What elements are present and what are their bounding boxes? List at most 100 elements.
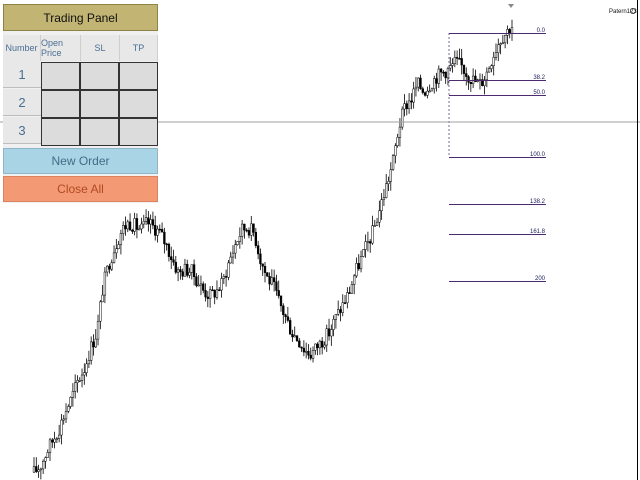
candle-body [85,363,88,373]
candle-body [46,452,49,458]
candle-body [455,57,459,59]
candle-body [433,78,436,90]
candle-body [183,263,187,277]
row-3-tp[interactable] [119,118,158,146]
candle-body [343,302,347,304]
candle-body [181,271,184,277]
candle-body [428,90,431,93]
candle-body [245,229,248,232]
candle-body [55,438,59,440]
candle-body [122,225,125,234]
candle-body [330,329,333,337]
row-2-sl[interactable] [80,90,119,118]
candle-body [506,29,509,36]
candle-body [387,181,390,184]
candle-body [348,292,351,294]
candle-body [364,241,367,250]
header-open-price: Open Price [41,35,81,61]
candles [32,19,514,480]
candle-body [458,58,461,60]
candle-body [490,65,493,69]
candle-body [337,309,340,315]
candle-body [259,253,262,265]
new-order-button[interactable]: New Order [3,148,158,174]
candle-body [135,218,139,230]
candle-body [261,263,264,267]
row-2-open-price[interactable] [41,90,80,118]
candle-body [298,340,301,348]
candle-body [234,244,237,254]
candle-body [321,340,324,348]
candle-body [469,81,472,85]
candle-body [39,468,43,471]
candle-body [462,64,466,74]
candle-body [385,183,388,198]
candle-body [240,223,244,237]
candle-body [284,314,287,317]
candle-body [222,276,225,279]
candle-body [199,283,203,286]
candle-body [99,301,102,322]
candle-body [266,272,269,277]
candle-body [62,418,65,421]
fib-level-label: 100.0 [530,152,546,158]
fib-level-label: 200 [535,276,546,282]
candle-body [380,199,383,211]
candle-body [325,328,328,346]
candle-body [78,380,81,382]
candle-body [110,262,113,270]
scroll-marker-icon[interactable] [508,4,514,8]
row-3-open-price[interactable] [41,118,80,146]
candle-body [87,360,91,365]
candle-body [263,265,267,273]
symbol-label: Patern123 [609,9,637,15]
candle-body [215,289,219,298]
candle-body [289,320,292,335]
candle-body [220,278,223,291]
row-1-tp[interactable] [119,62,158,90]
candle-body [453,57,456,64]
candle-body [256,245,260,255]
candle-body [165,243,168,246]
candle-body [35,466,38,472]
candle-body [419,77,422,89]
candle-body [371,225,374,244]
candle-body [90,341,93,361]
candle-body [314,343,317,351]
candle-body [286,316,290,321]
candle-body [357,263,360,270]
symbol-settings-icon[interactable] [630,8,636,14]
candle-body [446,67,450,79]
candle-body [238,236,241,242]
candle-body [382,197,386,200]
candle-body [483,79,486,86]
candle-body [227,262,230,278]
candle-body [186,263,189,276]
candle-body [426,90,429,96]
candle-body [311,350,315,359]
candle-body [401,108,404,128]
candle-body [275,281,278,291]
candle-body [355,263,358,277]
fibonacci-levels: 0.0 38.2 50.0 100.0 138.2 161.8 200 [448,28,546,282]
candle-body [346,292,349,304]
candle-body [58,434,61,439]
candle-body [451,63,454,66]
candle-body [417,77,420,88]
candle-body [151,219,155,226]
candle-body [407,100,411,109]
row-3-sl[interactable] [80,118,119,146]
row-2-tp[interactable] [119,90,158,118]
candle-body [309,354,312,359]
candle-body [69,397,72,407]
candle-body [195,276,198,286]
close-all-button[interactable]: Close All [3,176,158,202]
candle-body [501,42,505,45]
row-1-sl[interactable] [80,62,119,90]
candle-body [430,88,434,92]
candle-body [316,343,319,349]
candle-body [247,230,251,236]
row-1-open-price[interactable] [41,62,80,90]
